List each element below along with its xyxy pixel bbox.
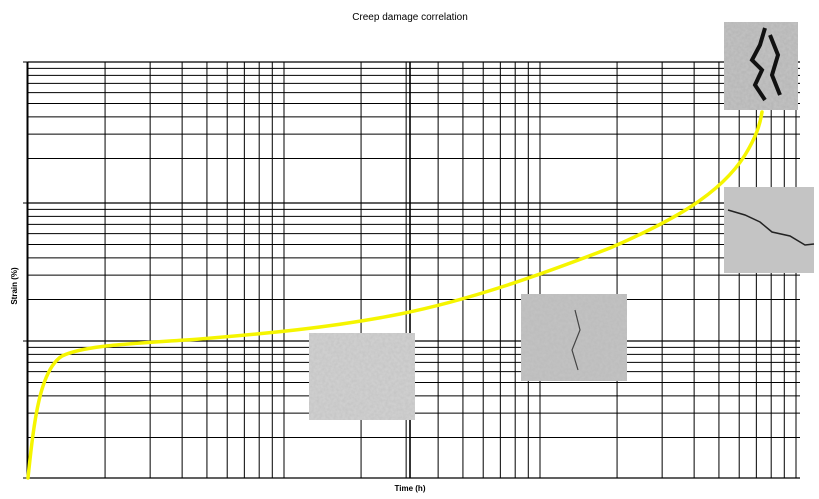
- micrograph-3: [724, 187, 814, 273]
- y-axis-label: Strain (%): [10, 267, 19, 305]
- micrograph-1: [309, 333, 415, 420]
- diagram: Creep damage correlation Time (h) Strain…: [0, 0, 819, 494]
- micrograph-2: [521, 294, 627, 381]
- chart-title: Creep damage correlation: [352, 12, 468, 23]
- creep-curve: [28, 112, 762, 478]
- x-axis-label: Time (h): [395, 484, 426, 493]
- micrograph-4: [724, 22, 798, 110]
- page: Creep damage correlation Time (h) Strain…: [0, 0, 819, 494]
